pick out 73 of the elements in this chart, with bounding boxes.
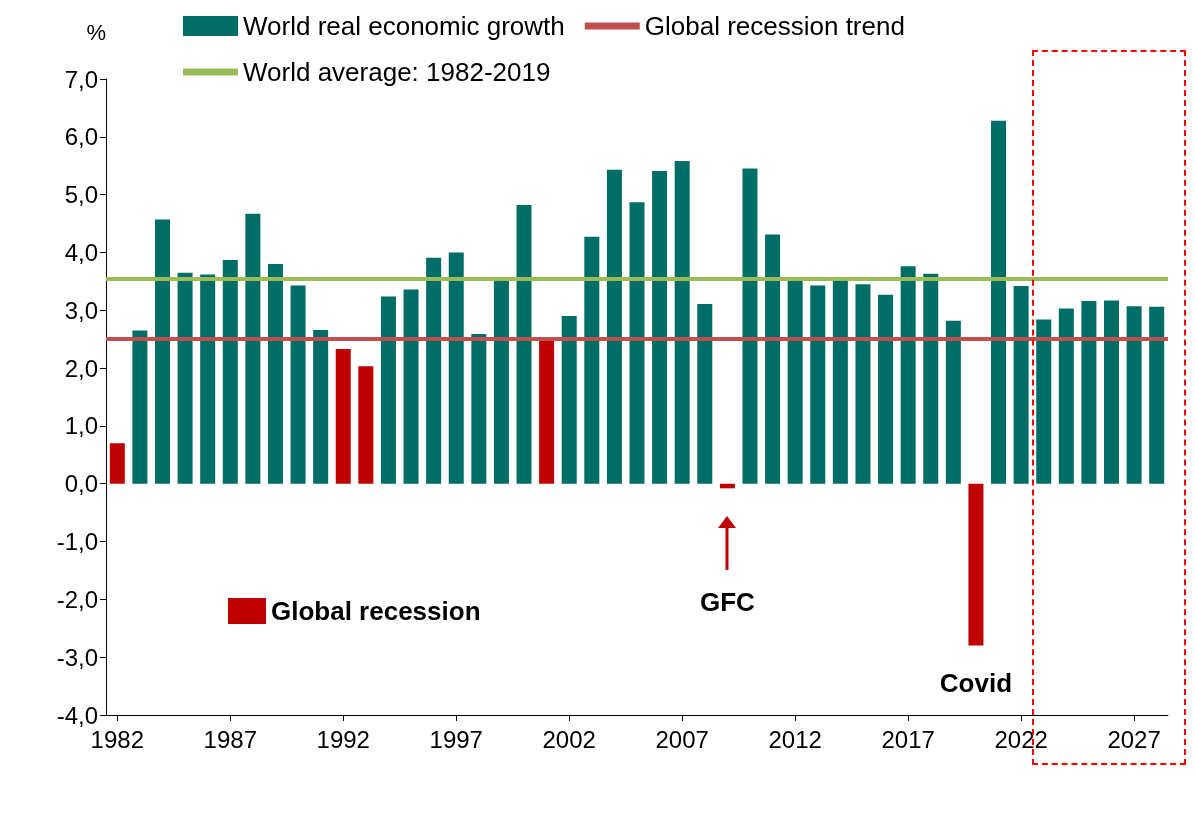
x-tick-label: 2002 bbox=[542, 725, 596, 753]
bar bbox=[1149, 306, 1165, 484]
bar bbox=[765, 234, 781, 484]
bar bbox=[674, 161, 690, 484]
bar bbox=[290, 285, 306, 484]
bar bbox=[968, 483, 984, 646]
bar bbox=[855, 284, 871, 484]
bar bbox=[584, 236, 600, 484]
bar bbox=[335, 349, 351, 484]
bar bbox=[697, 303, 713, 484]
bar bbox=[493, 280, 509, 484]
y-tick-label: -2,0 bbox=[56, 585, 98, 613]
bar bbox=[313, 329, 329, 484]
bar bbox=[539, 338, 555, 484]
bar bbox=[426, 257, 442, 484]
bar bbox=[561, 316, 577, 484]
bar bbox=[448, 252, 464, 484]
bar bbox=[1081, 301, 1097, 484]
legend-label: Global recession trend bbox=[644, 11, 905, 41]
legend-label: World real economic growth bbox=[243, 11, 565, 41]
bar bbox=[652, 170, 668, 484]
y-tick-label: 3,0 bbox=[64, 296, 98, 324]
legend-label: Global recession bbox=[271, 596, 481, 626]
x-tick-label: 1992 bbox=[316, 725, 370, 753]
bar bbox=[154, 219, 170, 484]
bar bbox=[1036, 319, 1052, 484]
annotation: GFC bbox=[699, 587, 756, 618]
y-tick-label: 1,0 bbox=[64, 412, 98, 440]
bar bbox=[200, 274, 216, 484]
bar bbox=[991, 120, 1007, 484]
y-tick-label: 6,0 bbox=[64, 123, 98, 151]
bar bbox=[1104, 300, 1120, 484]
x-tick-label: 2027 bbox=[1107, 725, 1161, 753]
y-tick-label: 5,0 bbox=[64, 181, 98, 209]
x-tick-label: 2007 bbox=[655, 725, 709, 753]
x-tick-label: 1997 bbox=[429, 725, 483, 753]
bar bbox=[222, 259, 238, 484]
y-tick-label: 4,0 bbox=[64, 238, 98, 266]
bar bbox=[358, 366, 374, 484]
bar bbox=[109, 443, 125, 484]
x-tick-label: 1987 bbox=[203, 725, 257, 753]
bar bbox=[1058, 308, 1074, 484]
y-tick-label: 2,0 bbox=[64, 354, 98, 382]
bar bbox=[900, 266, 916, 484]
y-axis-title: % bbox=[86, 19, 106, 45]
x-tick-label: 2017 bbox=[881, 725, 935, 753]
y-tick-label: 0,0 bbox=[64, 470, 98, 498]
bar bbox=[245, 213, 261, 484]
bar bbox=[810, 285, 826, 484]
y-tick-label: -1,0 bbox=[56, 528, 98, 556]
bar bbox=[1126, 306, 1142, 484]
bar bbox=[516, 205, 532, 484]
bar bbox=[403, 289, 419, 484]
bar bbox=[1013, 285, 1029, 484]
bar bbox=[923, 273, 939, 484]
legend-label: World average: 1982-2019 bbox=[243, 57, 551, 87]
bar bbox=[132, 330, 148, 484]
bar bbox=[380, 296, 396, 484]
bar bbox=[787, 279, 803, 484]
bar bbox=[629, 202, 645, 484]
annotation: Covid bbox=[939, 668, 1013, 699]
bar bbox=[742, 168, 758, 484]
bar bbox=[878, 294, 894, 484]
y-tick-label: 7,0 bbox=[64, 65, 98, 93]
bar bbox=[945, 320, 961, 484]
bar bbox=[606, 169, 622, 484]
x-tick-label: 2022 bbox=[994, 725, 1048, 753]
bar bbox=[832, 278, 848, 484]
bar bbox=[177, 272, 193, 484]
bar bbox=[267, 264, 283, 484]
bar bbox=[471, 333, 487, 484]
x-tick-label: 2012 bbox=[768, 725, 822, 753]
y-tick-label: -3,0 bbox=[56, 643, 98, 671]
